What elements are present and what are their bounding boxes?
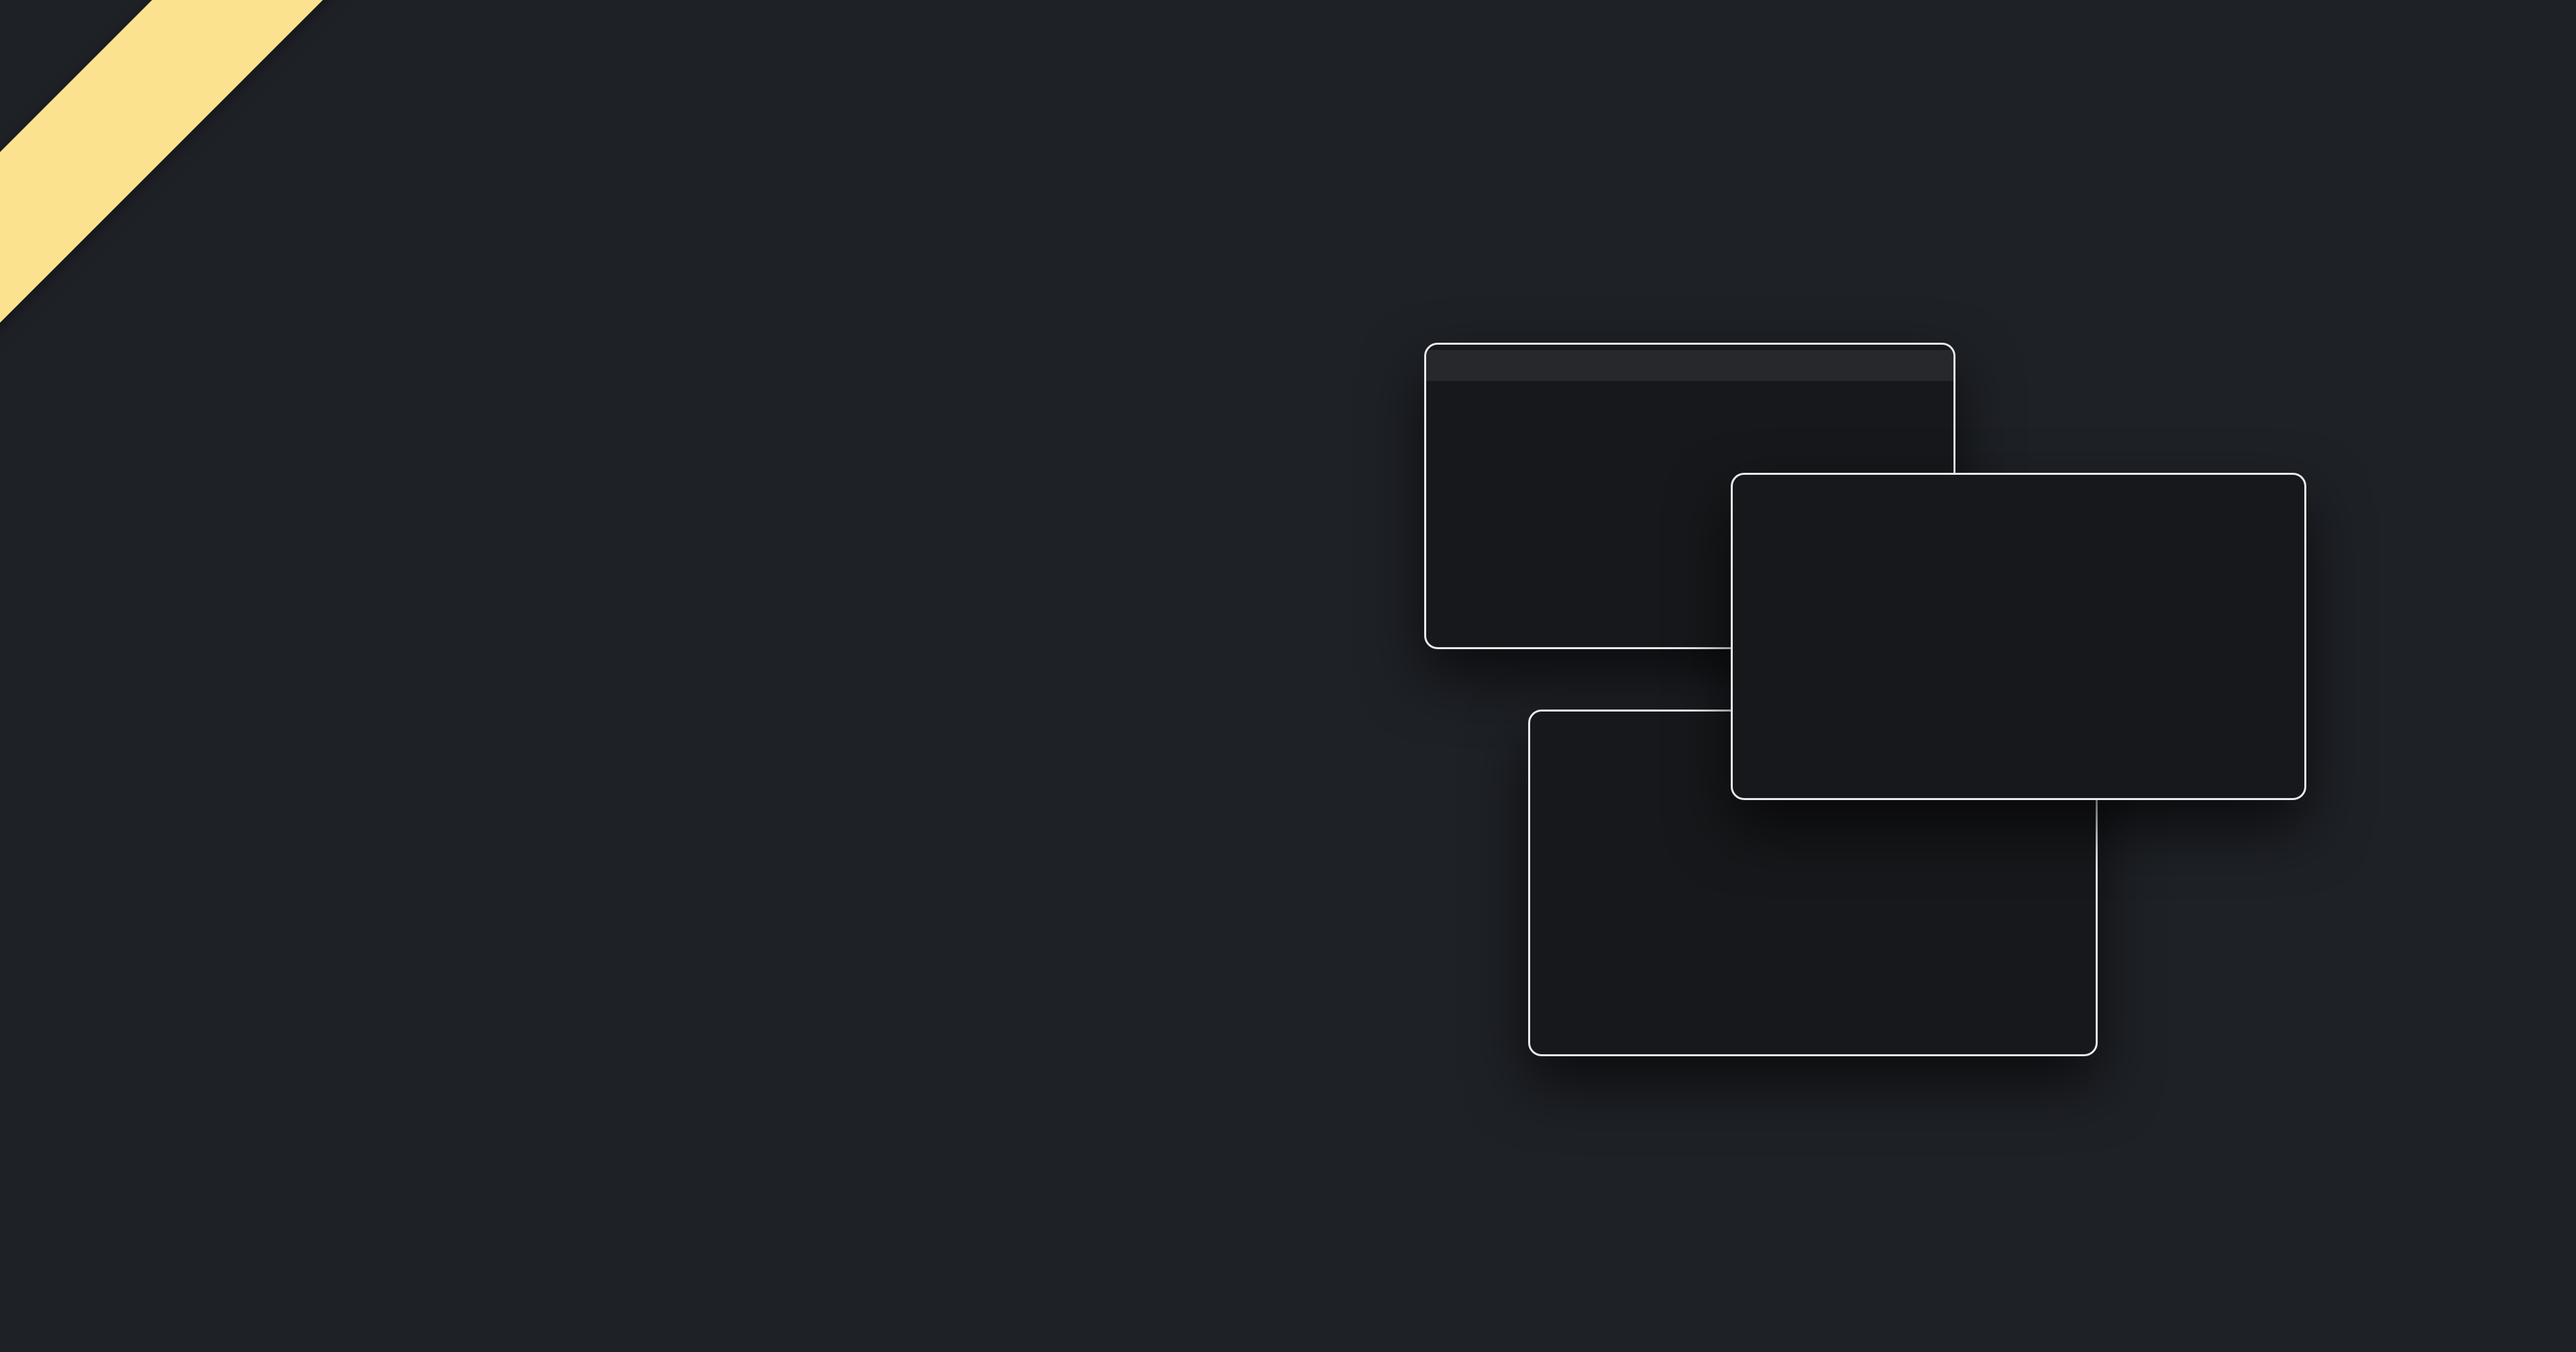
historical-rank-chart-card: [1731, 473, 2306, 800]
hero-block: [315, 349, 1362, 512]
hero-description: [315, 402, 1362, 463]
table-header-row: [1426, 350, 1953, 381]
